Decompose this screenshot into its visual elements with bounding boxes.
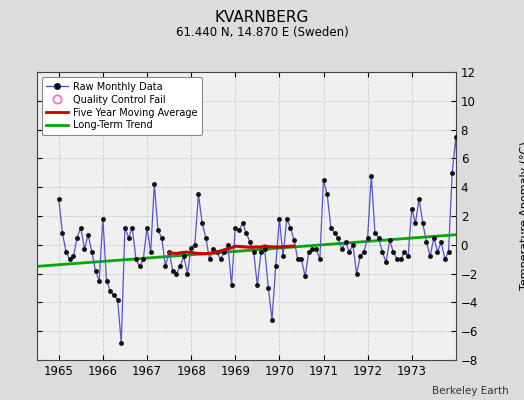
Text: Berkeley Earth: Berkeley Earth [432, 386, 508, 396]
Text: KVARNBERG: KVARNBERG [215, 10, 309, 25]
Text: 61.440 N, 14.870 E (Sweden): 61.440 N, 14.870 E (Sweden) [176, 26, 348, 39]
Legend: Raw Monthly Data, Quality Control Fail, Five Year Moving Average, Long-Term Tren: Raw Monthly Data, Quality Control Fail, … [41, 77, 202, 135]
Y-axis label: Temperature Anomaly (°C): Temperature Anomaly (°C) [520, 142, 524, 290]
